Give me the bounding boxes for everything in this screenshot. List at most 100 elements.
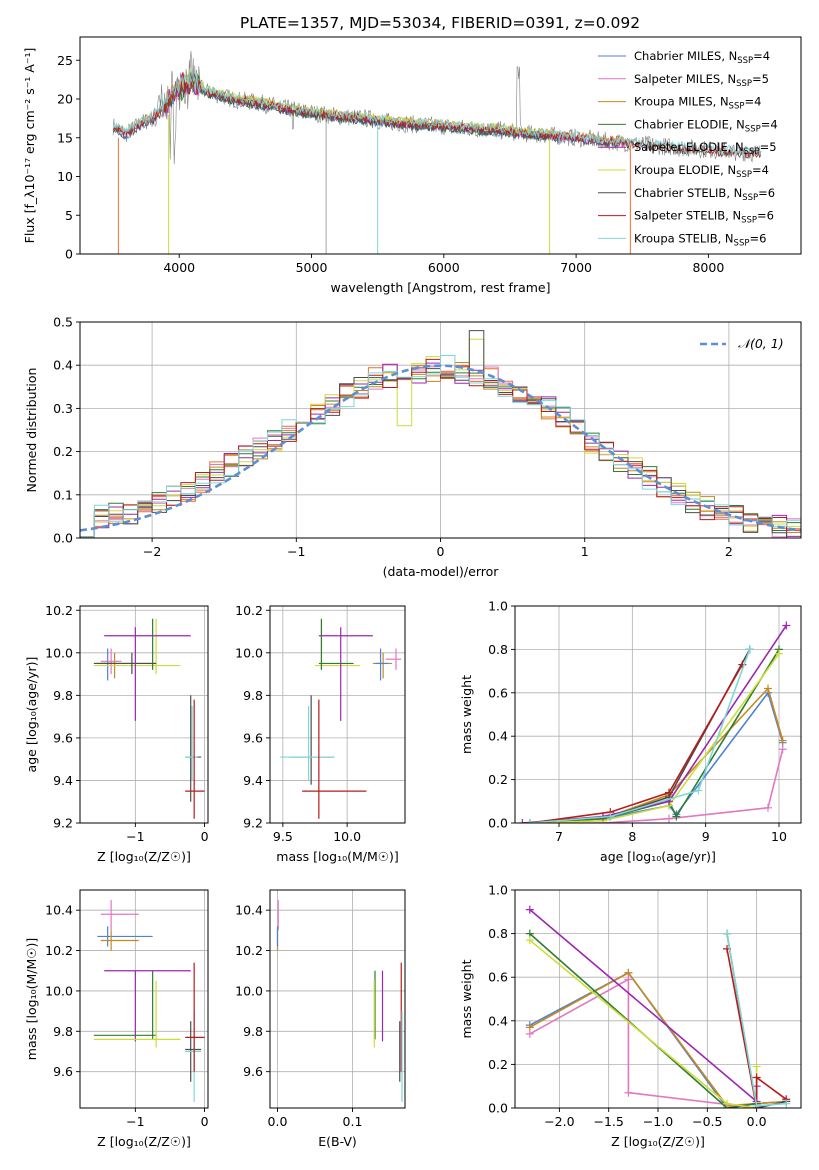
age_vs_Z-axes <box>80 606 208 824</box>
y-tick-label: 0.4 <box>488 1013 508 1028</box>
weight-series-line <box>529 649 751 823</box>
y-tick-label: 9.8 <box>243 688 263 703</box>
y-tick-label: 10.2 <box>235 603 263 618</box>
y-tick-label: 1.0 <box>488 599 508 614</box>
weight-series-line <box>529 939 758 1108</box>
weight_vs_age-frame <box>514 605 802 824</box>
x-tick-label: 8 <box>628 829 636 844</box>
weight-series-line <box>529 978 757 1108</box>
y-tick-label: 9.6 <box>53 730 73 745</box>
legend-entry: Chabrier STELIB, NSSP=6 <box>634 186 775 203</box>
y-tick-label: 10.4 <box>235 903 263 918</box>
weight-marker <box>525 905 534 914</box>
x-tick-label: 8000 <box>692 260 724 275</box>
model-spectrum <box>112 70 762 157</box>
residuals-xlabel: (data-model)/error <box>383 564 500 579</box>
y-tick-label: 0.6 <box>488 970 508 985</box>
legend-entry: Kroupa MILES, NSSP=4 <box>634 95 761 112</box>
mass_vs_Z-frame <box>79 889 209 1109</box>
y-tick-label: 0.8 <box>488 926 508 941</box>
x-tick-label: −1 <box>287 544 305 559</box>
weight-marker <box>782 1099 791 1108</box>
errorbar-point <box>100 930 139 951</box>
age_vs_Z-frame <box>79 605 209 824</box>
weight-marker <box>694 786 703 795</box>
y-tick-label: 0.2 <box>53 444 73 459</box>
x-tick-label: 0 <box>201 1114 209 1129</box>
legend-entry: Chabrier ELODIE, NSSP=4 <box>634 117 778 134</box>
x-tick-label: 9.5 <box>273 829 293 844</box>
y-tick-label: 0.2 <box>488 1057 508 1072</box>
weight-marker <box>752 1062 761 1071</box>
x-tick-label: 1 <box>581 544 589 559</box>
y-tick-label: 10 <box>57 169 73 184</box>
x-tick-label: −2 <box>143 544 161 559</box>
spectrum-legend: Chabrier MILES, NSSP=4 Salpeter MILES, NS… <box>598 49 778 248</box>
x-tick-label: 4000 <box>163 260 195 275</box>
weight-marker <box>764 803 772 812</box>
y-tick-label: 9.8 <box>53 1024 73 1039</box>
spectrum-xlabel: wavelength [Angstrom, rest frame] <box>330 280 550 295</box>
y-tick-label: 0.5 <box>53 315 73 330</box>
weight-marker <box>745 645 754 654</box>
weight-marker <box>665 814 673 823</box>
mass_vs_ebv-frame <box>269 889 406 1109</box>
errorbar-point <box>104 627 191 721</box>
y-tick-label: 9.2 <box>53 816 73 831</box>
weight_vs_age-ylabel: mass weight <box>459 675 474 754</box>
y-tick-label: 1.0 <box>488 883 508 898</box>
y-tick-label: 10.2 <box>45 943 73 958</box>
x-tick-label: −1 <box>126 829 144 844</box>
errorbar-point <box>185 962 205 1072</box>
mass_vs_Z-xlabel: Z [log₁₀(Z/Z☉)] <box>97 1134 191 1149</box>
y-tick-label: 25 <box>57 53 73 68</box>
errorbar-point <box>302 699 367 819</box>
weight_vs_age-plot <box>518 621 791 823</box>
residuals-plot <box>80 330 801 538</box>
y-tick-label: 9.8 <box>53 688 73 703</box>
y-tick-label: 0 <box>65 247 73 262</box>
figure-title: PLATE=1357, MJD=53034, FIBERID=0391, z=0… <box>240 14 640 32</box>
y-tick-label: 0.0 <box>488 1101 508 1116</box>
errorbar-point <box>318 627 373 721</box>
weight-series-line <box>726 948 787 1108</box>
weight-marker <box>525 1029 534 1038</box>
x-tick-label: −1.5 <box>594 1114 624 1129</box>
weight-marker <box>672 812 681 821</box>
weight-marker <box>778 736 787 745</box>
legend-entry: Salpeter ELODIE, NSSP=5 <box>634 140 777 157</box>
weight-marker <box>525 819 534 823</box>
x-tick-label: 2 <box>725 544 733 559</box>
weight_vs_age-xlabel: age [log₁₀(age/yr)] <box>600 849 716 864</box>
weight-series-line <box>529 933 757 1108</box>
spectrum-plot <box>112 50 762 254</box>
y-tick-label: 0.4 <box>53 358 73 373</box>
errorbar-point <box>289 695 335 785</box>
errorbar-point <box>185 695 202 802</box>
weight-marker <box>752 1101 761 1108</box>
legend-entry: Kroupa ELODIE, NSSP=4 <box>634 163 769 180</box>
age_vs_mass-frame <box>269 605 406 824</box>
age_vs_mass-plot <box>280 618 402 819</box>
x-tick-label: 0.0 <box>268 1114 288 1129</box>
y-tick-label: 10.2 <box>235 943 263 958</box>
mass_vs_Z-axes <box>80 890 208 1108</box>
y-tick-label: 15 <box>57 130 73 145</box>
y-tick-label: 10.2 <box>45 603 73 618</box>
x-tick-label: 0.1 <box>343 1114 363 1129</box>
residuals-ylabel: Normed distribution <box>24 368 39 493</box>
y-tick-label: 10.4 <box>45 903 73 918</box>
y-tick-label: 9.6 <box>243 1064 263 1079</box>
x-tick-label: −2.0 <box>544 1114 574 1129</box>
weight-series-line <box>529 664 743 823</box>
y-tick-label: 10.0 <box>235 645 263 660</box>
weight_vs_Z-ylabel: mass weight <box>459 959 474 1038</box>
weight-marker <box>518 819 527 823</box>
y-tick-label: 10.0 <box>235 983 263 998</box>
x-tick-label: 9 <box>702 829 710 844</box>
age_vs_mass-xlabel: mass [log₁₀(M/M☉)] <box>276 849 398 864</box>
x-tick-label: 7 <box>555 829 563 844</box>
weight_vs_Z-plot <box>525 905 791 1108</box>
weight-marker <box>665 788 673 797</box>
